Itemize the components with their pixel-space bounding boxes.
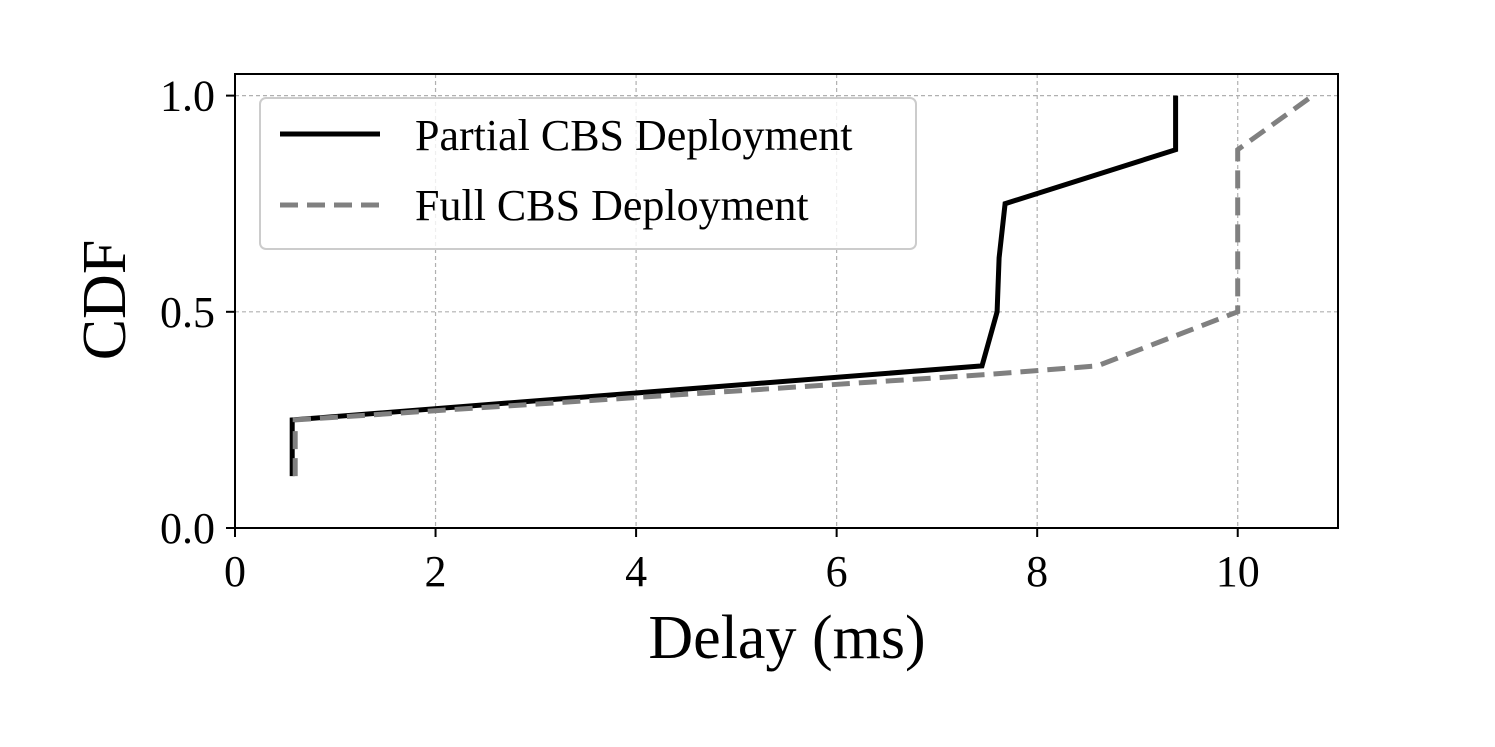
x-tick-label: 0: [224, 547, 246, 596]
y-tick-label: 1.0: [160, 72, 215, 121]
x-tick-label: 2: [425, 547, 447, 596]
x-axis-label: Delay (ms): [648, 604, 925, 672]
x-tick-label: 4: [625, 547, 647, 596]
legend: Partial CBS Deployment Full CBS Deployme…: [259, 97, 917, 250]
x-tick-label: 6: [826, 547, 848, 596]
axis-ticks: 0 2 4 6 8 10 0.0 0.5 1.0: [160, 72, 1260, 596]
x-tick-label: 10: [1216, 547, 1260, 596]
x-tick-label: 8: [1026, 547, 1048, 596]
y-tick-label: 0.0: [160, 504, 215, 553]
series-line-full: [292, 93, 1315, 477]
legend-label-full: Full CBS Deployment: [415, 181, 809, 230]
plot-area-frame: [234, 73, 1339, 529]
series-lines: [289, 93, 1315, 477]
legend-box: [259, 97, 917, 250]
legend-label-partial: Partial CBS Deployment: [415, 111, 853, 160]
y-tick-label: 0.5: [160, 288, 215, 337]
y-axis-label: CDF: [71, 240, 139, 361]
